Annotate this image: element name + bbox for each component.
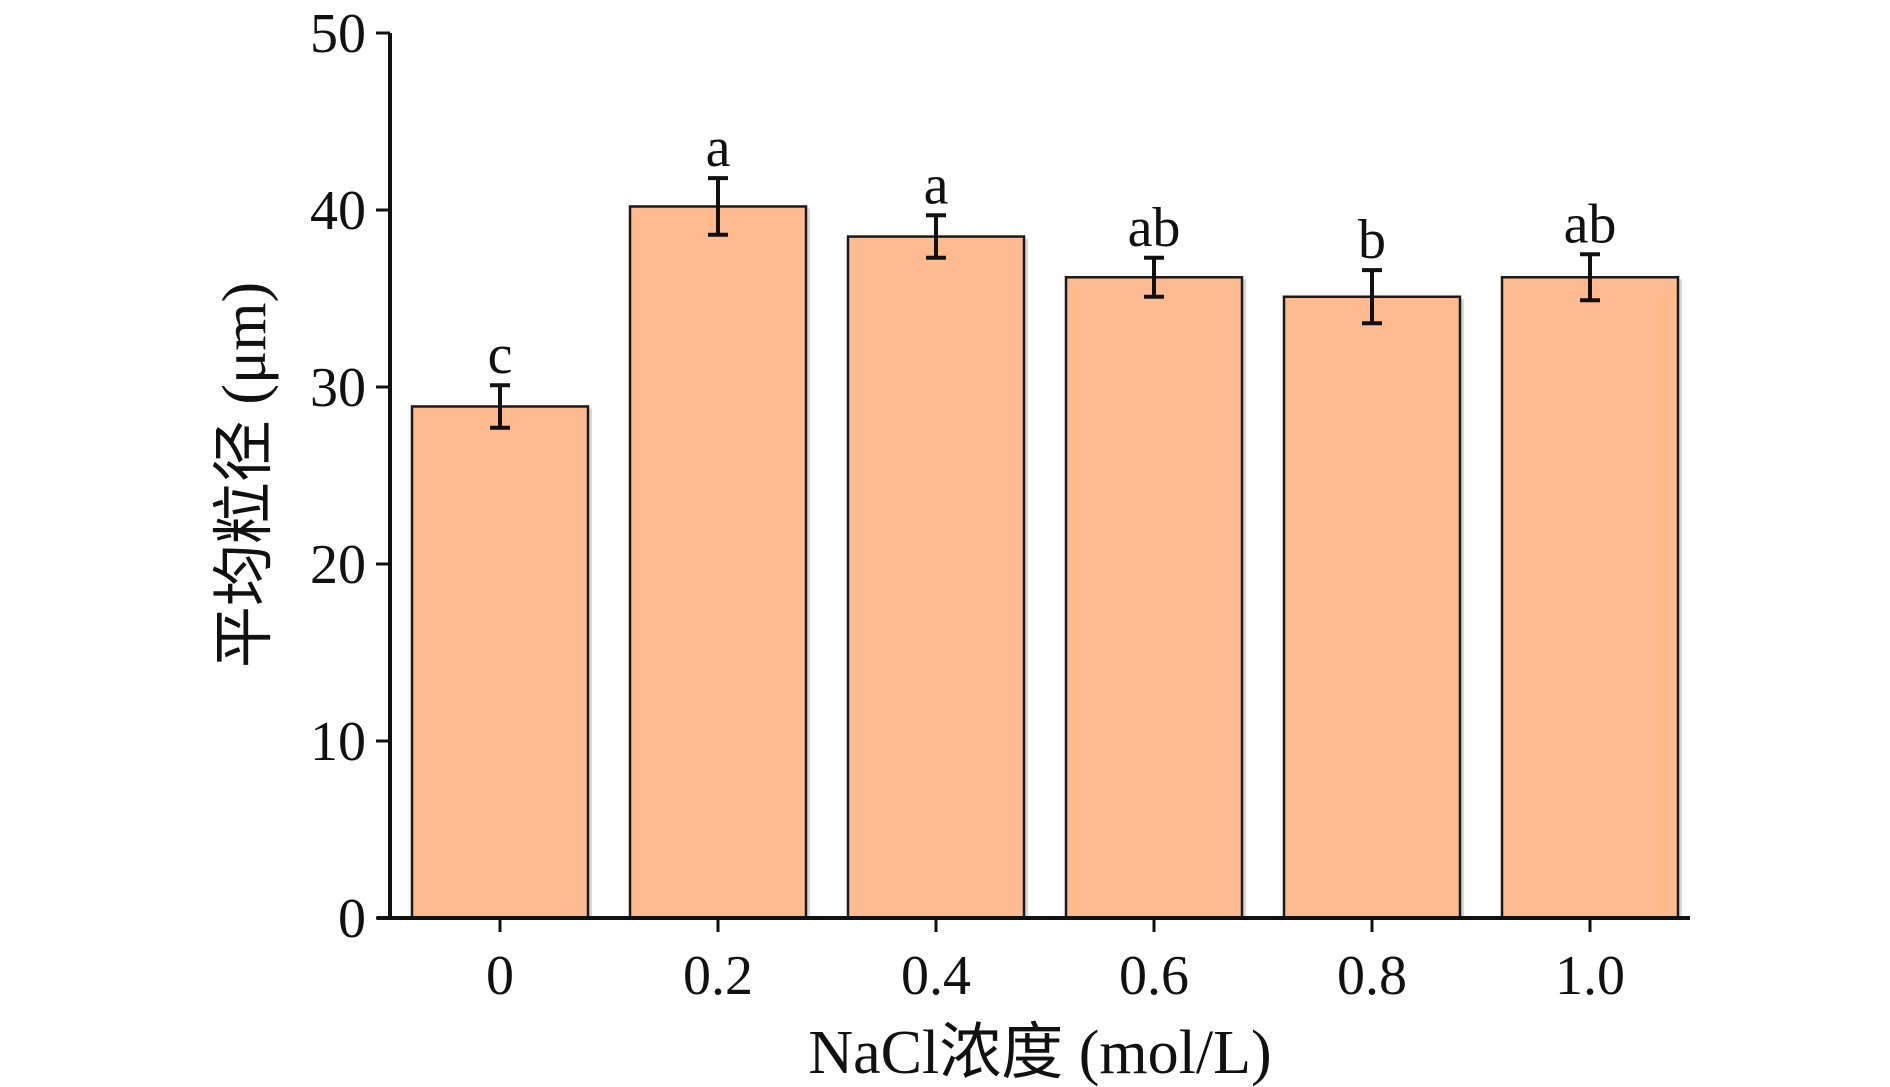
significance-letters: c a a ab b ab [488, 117, 1617, 386]
bar [628, 205, 808, 920]
bar [1282, 295, 1462, 920]
x-tick-label: 0.8 [1337, 945, 1407, 1007]
significance-letter: a [706, 117, 731, 179]
significance-letter: c [488, 324, 513, 386]
x-tick-label: 0 [486, 945, 514, 1007]
x-tick-label: 1.0 [1555, 945, 1625, 1007]
significance-letter: b [1358, 209, 1386, 271]
y-axis-title: 平均粒径 (μm) [211, 282, 279, 668]
y-tick-label: 20 [310, 534, 366, 596]
bar [846, 235, 1026, 920]
significance-letter: ab [1564, 193, 1617, 255]
y-tick-label: 30 [310, 357, 366, 419]
x-tick-label: 0.6 [1119, 945, 1189, 1007]
y-tick-label: 10 [310, 711, 366, 773]
bar [410, 405, 590, 920]
x-axis-title: NaCl浓度 (mol/L) [808, 1019, 1271, 1087]
y-axis-ticks: 0 10 20 30 40 50 [310, 3, 390, 950]
bar [1500, 276, 1680, 920]
x-tick-label: 0.2 [683, 945, 753, 1007]
y-tick-label: 0 [338, 888, 366, 950]
x-axis-ticks: 0 0.2 0.4 0.6 0.8 1.0 [486, 918, 1625, 1007]
error-bars [490, 176, 1600, 430]
significance-letter: ab [1128, 197, 1181, 259]
significance-letter: a [924, 154, 949, 216]
y-tick-label: 40 [310, 180, 366, 242]
bar [1064, 276, 1244, 920]
y-tick-label: 50 [310, 3, 366, 65]
x-tick-label: 0.4 [901, 945, 971, 1007]
bars [410, 205, 1682, 920]
